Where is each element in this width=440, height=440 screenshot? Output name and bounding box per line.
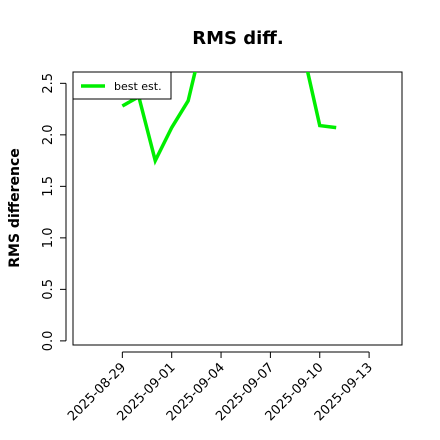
y-tick-label: 1.0: [41, 228, 56, 249]
y-tick-label: 1.5: [41, 176, 56, 197]
data-line: [121, 72, 337, 166]
plot-frame: [72, 71, 403, 346]
y-tick-label: 2.5: [41, 73, 56, 94]
chart-title: RMS diff.: [192, 28, 283, 49]
y-axis-label: RMS difference: [7, 148, 23, 268]
y-tick-label: 0.0: [41, 331, 56, 352]
legend-label: best est.: [114, 80, 162, 93]
y-tick-label: 2.0: [41, 124, 56, 145]
y-tick-label: 0.5: [41, 279, 56, 300]
